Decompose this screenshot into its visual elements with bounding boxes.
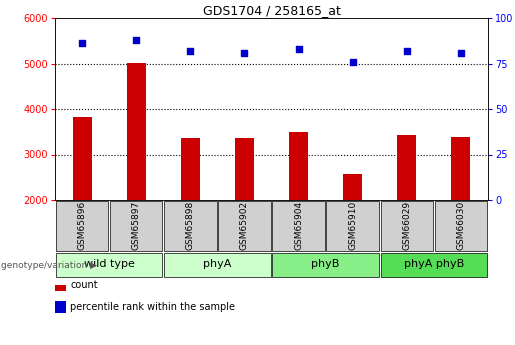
Bar: [327, 200, 379, 251]
Bar: [435, 200, 487, 251]
Bar: [55, 301, 66, 313]
Bar: [343, 174, 362, 200]
Bar: [56, 200, 108, 251]
Text: GSM65902: GSM65902: [240, 200, 249, 249]
Text: GSM65910: GSM65910: [348, 200, 357, 249]
Bar: [164, 200, 217, 251]
Point: [132, 37, 140, 42]
Bar: [452, 137, 470, 200]
Bar: [110, 200, 162, 251]
Bar: [381, 200, 433, 251]
Bar: [73, 117, 92, 200]
Point: [78, 41, 86, 46]
Text: count: count: [70, 280, 98, 290]
Text: phyB: phyB: [312, 259, 340, 269]
Bar: [272, 253, 379, 277]
Text: GSM65896: GSM65896: [78, 200, 87, 249]
Point: [186, 48, 195, 53]
Text: wild type: wild type: [83, 259, 134, 269]
Text: percentile rank within the sample: percentile rank within the sample: [70, 302, 235, 312]
Bar: [381, 253, 487, 277]
Bar: [181, 138, 200, 200]
Bar: [398, 135, 416, 200]
Bar: [272, 200, 325, 251]
Title: GDS1704 / 258165_at: GDS1704 / 258165_at: [202, 4, 340, 17]
Text: GSM65898: GSM65898: [186, 200, 195, 249]
Point: [403, 48, 411, 53]
Point: [349, 59, 357, 65]
Bar: [127, 62, 146, 200]
Point: [457, 50, 465, 55]
Bar: [56, 253, 162, 277]
Bar: [164, 253, 271, 277]
Text: GSM66029: GSM66029: [402, 200, 411, 249]
Point: [295, 46, 303, 52]
Text: GSM65897: GSM65897: [132, 200, 141, 249]
Bar: [55, 279, 66, 291]
Point: [241, 50, 249, 55]
Bar: [218, 200, 271, 251]
Text: phyA phyB: phyA phyB: [404, 259, 464, 269]
Text: phyA: phyA: [203, 259, 232, 269]
Bar: [289, 132, 308, 200]
Text: GSM66030: GSM66030: [456, 200, 466, 249]
Text: GSM65904: GSM65904: [294, 200, 303, 249]
Text: genotype/variation ▶: genotype/variation ▶: [1, 260, 96, 269]
Bar: [235, 138, 254, 200]
